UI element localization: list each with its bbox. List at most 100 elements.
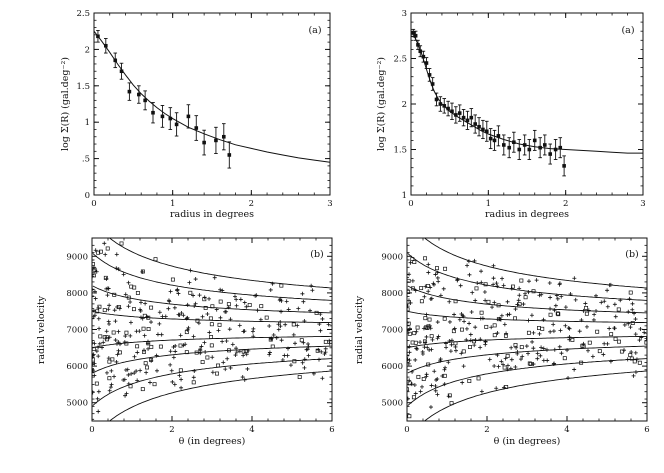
galaxy-cross (92, 390, 95, 395)
galaxy-cross (244, 304, 249, 309)
galaxy-cross (185, 302, 190, 307)
galaxy-square (528, 362, 533, 366)
galaxy-cross (114, 266, 119, 271)
galaxy-cross (426, 262, 431, 267)
galaxy-cross (310, 288, 315, 293)
y-axis-ticks: 0 .5 1 1.5 2 2.5 (76, 9, 330, 201)
data-point (488, 136, 493, 141)
galaxy-cross (483, 298, 488, 303)
galaxy-cross (96, 389, 101, 394)
panel-label: (b) (625, 249, 639, 260)
galaxy-square (200, 360, 205, 364)
galaxy-cross (186, 325, 191, 330)
y-axis-ticks: 5000 6000 7000 8000 9000 (381, 237, 647, 422)
galaxy-cross (96, 354, 101, 359)
galaxy-cross (93, 222, 97, 226)
galaxy-cross (431, 281, 436, 286)
galaxy-cross (92, 362, 95, 367)
galaxy-cross (535, 351, 540, 356)
fit-curve (410, 35, 643, 154)
galaxy-cross (622, 322, 627, 327)
caustic-curve (407, 285, 647, 314)
data-point (481, 127, 485, 132)
galaxy-square (407, 381, 412, 386)
galaxy-cross (492, 300, 497, 305)
galaxy-cross (227, 327, 232, 332)
galaxy-cross (181, 313, 186, 318)
galaxy-cross (319, 349, 324, 354)
galaxy-cross (107, 322, 112, 327)
galaxy-cross (552, 361, 557, 366)
galaxy-cross (433, 383, 438, 388)
galaxy-cross (238, 297, 243, 302)
galaxy-cross (92, 373, 97, 378)
galaxy-cross (443, 341, 448, 346)
galaxy-square (323, 339, 328, 344)
galaxy-cross (509, 286, 514, 291)
galaxy-cross (138, 308, 143, 313)
galaxy-square (419, 299, 424, 304)
galaxy-square (579, 360, 584, 365)
galaxy-cross (572, 367, 577, 372)
galaxy-cross (185, 315, 190, 320)
galaxy-cross (143, 301, 148, 306)
galaxy-cross (276, 327, 281, 332)
x-axis-ticks: 0 1 2 3 (91, 13, 333, 209)
galaxy-cross (612, 302, 617, 307)
galaxy-cross (468, 332, 473, 337)
galaxy-cross (205, 311, 210, 316)
galaxy-cross (308, 308, 313, 313)
galaxy-cross (473, 338, 478, 343)
data-marks (93, 30, 331, 169)
data-point (127, 89, 132, 94)
data-point (538, 145, 542, 150)
galaxy-cross (537, 293, 542, 298)
galaxy-cross (179, 377, 184, 382)
galaxy-cross (433, 272, 438, 277)
galaxy-cross (220, 288, 225, 293)
galaxy-square (513, 343, 518, 347)
galaxy-cross (509, 345, 514, 350)
galaxy-cross (406, 229, 410, 233)
galaxy-cross (432, 369, 437, 374)
galaxy-cross (530, 339, 535, 344)
galaxy-cross (503, 356, 508, 361)
galaxy-cross (168, 289, 173, 294)
data-marks (92, 222, 332, 421)
galaxy-square (195, 318, 200, 323)
galaxy-cross (300, 291, 305, 296)
galaxy-cross (537, 331, 542, 336)
galaxy-cross (107, 303, 112, 308)
galaxy-cross (633, 350, 638, 355)
galaxy-cross (499, 359, 504, 364)
galaxy-cross (228, 317, 233, 322)
galaxy-cross (291, 332, 296, 337)
data-point (496, 134, 501, 138)
galaxy-square (523, 295, 528, 300)
galaxy-square (468, 345, 472, 349)
fit-curve (93, 30, 331, 163)
galaxy-cross (234, 297, 239, 302)
galaxy-cross (106, 356, 111, 361)
galaxy-cross (306, 344, 311, 349)
galaxy-cross (457, 317, 462, 322)
galaxy-cross (138, 368, 143, 373)
galaxy-square (407, 387, 409, 392)
galaxy-square (548, 312, 553, 317)
galaxy-cross (92, 306, 95, 311)
galaxy-square (107, 376, 112, 381)
galaxy-cross (241, 353, 246, 358)
galaxy-cross (591, 317, 596, 322)
galaxy-cross (418, 389, 423, 394)
galaxy-cross (179, 385, 184, 390)
galaxy-cross (188, 268, 193, 273)
galaxy-cross (492, 363, 497, 368)
galaxy-cross (322, 352, 327, 357)
galaxy-cross (452, 312, 457, 317)
galaxy-cross (92, 289, 97, 294)
galaxy-cross (135, 378, 140, 383)
galaxy-cross (317, 357, 322, 362)
galaxy-cross (459, 351, 464, 356)
galaxy-cross (134, 329, 139, 334)
galaxy-cross (491, 263, 496, 268)
